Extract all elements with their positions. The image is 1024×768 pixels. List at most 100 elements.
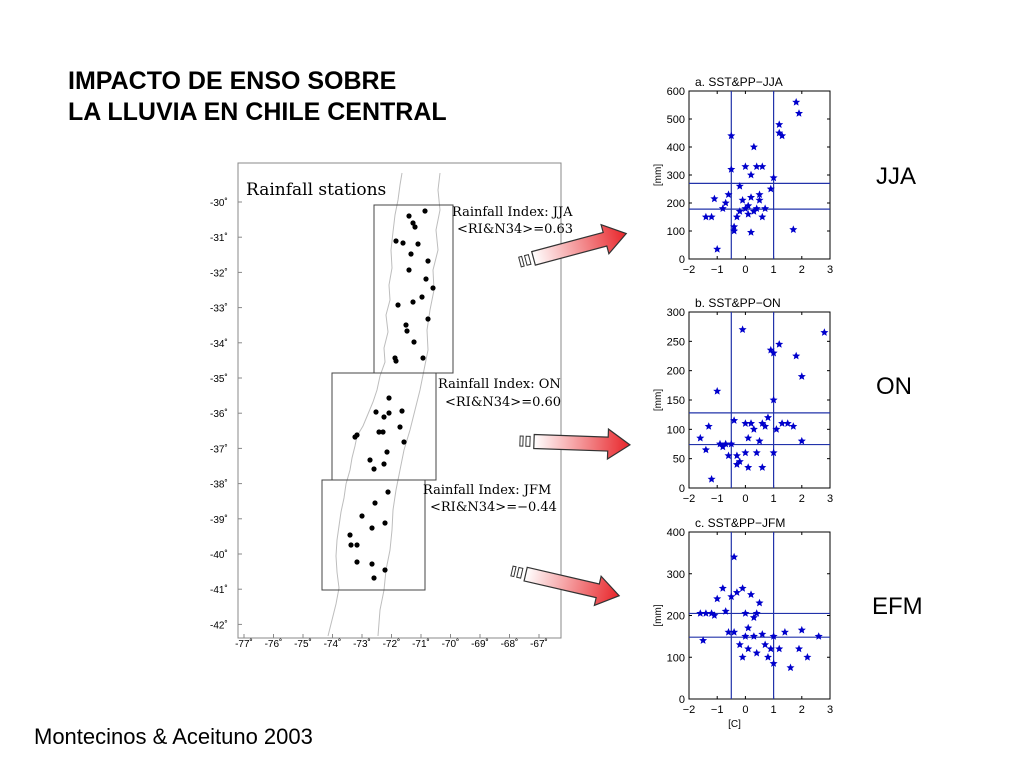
scatter-point — [758, 162, 767, 170]
scatter-point — [718, 442, 727, 451]
index-label-jja: Rainfall Index: JJA — [452, 205, 573, 220]
scatter-point — [744, 433, 753, 442]
x-tick-label: 2 — [799, 493, 805, 505]
scatter-point — [741, 632, 750, 640]
station-dot — [411, 339, 417, 345]
station-dot — [430, 285, 436, 291]
lat-label: -33˚ — [210, 303, 228, 315]
station-dot — [382, 567, 388, 573]
station-dot — [354, 542, 360, 548]
scatter-point — [752, 162, 761, 170]
scatter-point — [795, 644, 803, 653]
lon-label: -77˚ — [235, 638, 253, 650]
arrow-on — [519, 427, 631, 461]
scatter-point — [755, 436, 764, 445]
region-box-jja — [373, 204, 454, 374]
scatter-point — [761, 640, 770, 649]
y-tick-label: 400 — [667, 527, 685, 539]
scatter-chart-3: c. SST&PP−JFM 0 100 200 300 400 −2 −1 0 1 2 3 [mm] [C… — [653, 516, 833, 730]
scatter-point — [732, 588, 741, 596]
scatter-point — [730, 416, 739, 424]
index-label-on: Rainfall Index: ON — [438, 377, 561, 392]
scatter-point — [789, 422, 798, 430]
station-dot — [369, 561, 375, 567]
scatter-point — [764, 653, 772, 661]
y-axis-label: [mm] — [653, 604, 664, 626]
scatter-point — [701, 609, 710, 617]
x-tick-label: 3 — [827, 264, 833, 276]
scatter-point — [730, 628, 739, 636]
region-box-jfm — [321, 479, 426, 591]
lat-label: -36˚ — [210, 408, 228, 420]
scatter-point — [727, 131, 736, 140]
station-dot — [403, 322, 409, 328]
station-dot — [347, 532, 353, 538]
scatter-point — [741, 419, 750, 427]
scatter-point — [738, 653, 747, 661]
map-frame — [237, 162, 562, 639]
station-dot — [412, 224, 418, 230]
station-dot — [415, 241, 421, 247]
lat-label: -35˚ — [210, 373, 228, 385]
scatter-chart-2: b. SST&PP−ON 0 50 100 150 200 250 300 −2 −1 0 1 2 3 [m… — [653, 296, 833, 505]
x-tick-label: −2 — [683, 493, 696, 505]
scatter-point — [710, 611, 719, 619]
scatter-point — [727, 165, 736, 173]
scatter-point — [797, 372, 806, 380]
y-tick-label: 50 — [673, 454, 685, 466]
y-tick-label: 400 — [667, 142, 685, 154]
scatter-point — [749, 207, 758, 215]
season-label-on: ON — [876, 373, 912, 400]
station-dot — [386, 410, 392, 416]
scatter-point — [775, 120, 784, 128]
latitude-labels: -30˚ -31˚ -32˚ -33˚ -34˚ -35˚ -36˚ -37˚ -38˚ -39˚… — [210, 197, 242, 631]
x-tick-label: 0 — [742, 264, 748, 276]
scatter-point — [769, 659, 778, 667]
lat-label: -30˚ — [210, 197, 228, 209]
lat-label: -38˚ — [210, 479, 228, 491]
scatter-point — [718, 204, 727, 212]
scatter-point — [741, 609, 750, 617]
station-dot — [395, 302, 401, 308]
scatter-point — [735, 182, 744, 190]
scatter-point — [741, 162, 750, 170]
station-dot — [352, 434, 358, 440]
scatter-point — [730, 222, 739, 231]
lon-label: -76˚ — [265, 638, 283, 650]
scatter-point — [795, 109, 803, 117]
scatter-point — [749, 632, 758, 640]
scatter-point — [718, 584, 727, 592]
y-tick-label: 0 — [679, 483, 685, 495]
scatter-point — [789, 225, 798, 233]
scatter-point — [752, 648, 761, 657]
station-dot — [393, 238, 399, 244]
scatter-point — [727, 592, 736, 601]
lat-label: -39˚ — [210, 514, 228, 526]
scatter-point — [744, 644, 753, 653]
scatter-point — [792, 98, 801, 106]
x-tick-label: 1 — [771, 493, 777, 505]
scatter-point — [744, 623, 753, 632]
scatter-point — [713, 245, 722, 253]
y-tick-label: 200 — [667, 198, 685, 210]
chart-title: a. SST&PP−JJA — [695, 75, 783, 89]
season-label-jja: JJA — [876, 163, 917, 190]
lat-label: -31˚ — [210, 232, 228, 244]
scatter-point — [727, 439, 736, 448]
y-tick-label: 500 — [667, 114, 685, 126]
y-tick-label: 100 — [667, 652, 685, 664]
station-dot — [410, 220, 416, 226]
rainfall-map: Rainfall stations -30˚-31˚-32˚-33˚-34˚-3… — [210, 162, 573, 650]
y-tick-label: 300 — [667, 307, 685, 319]
station-dot — [380, 429, 386, 435]
scatter-point — [766, 345, 775, 354]
scatter-point — [738, 325, 747, 333]
station-dots — [347, 208, 436, 581]
andes-border — [377, 172, 441, 637]
scatter-point — [747, 170, 755, 179]
index-label-jfm: Rainfall Index: JFM — [423, 483, 551, 498]
scatter-point — [724, 628, 733, 636]
scatter-point — [766, 184, 775, 193]
scatter-point — [752, 609, 761, 617]
scatter-point — [747, 419, 755, 427]
